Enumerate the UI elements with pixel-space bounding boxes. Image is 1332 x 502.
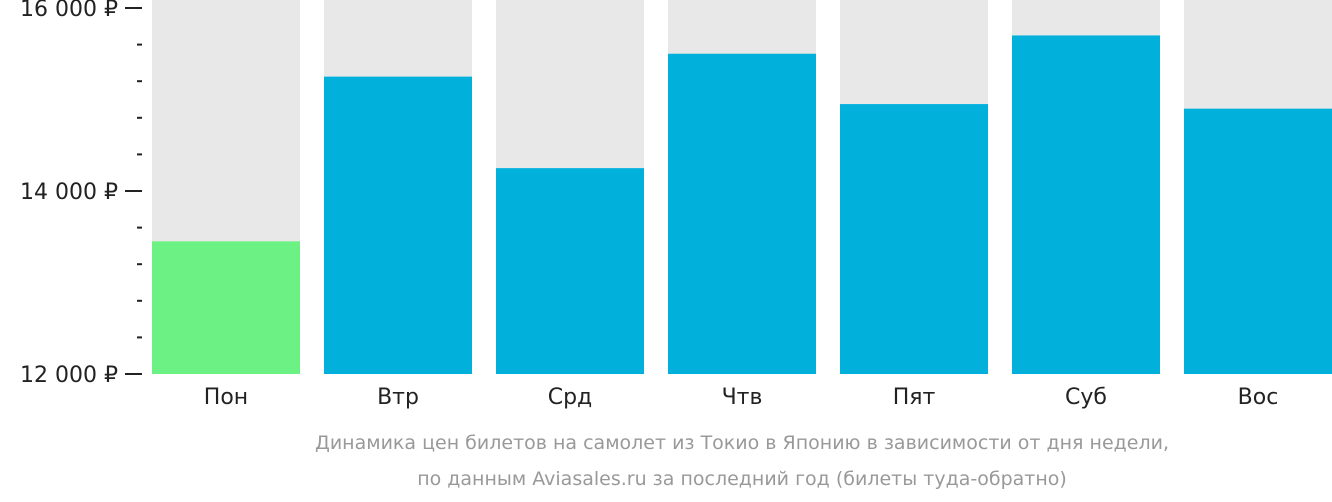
x-tick-label-2: Втр	[377, 385, 419, 410]
bars	[152, 35, 1332, 375]
bar-7[interactable]	[1184, 108, 1332, 375]
bar-3[interactable]	[496, 168, 644, 374]
bar-4[interactable]	[668, 53, 816, 374]
bar-5[interactable]	[840, 104, 988, 374]
x-tick-label-3: Срд	[548, 385, 593, 410]
x-tick-label-7: Вос	[1238, 385, 1279, 410]
bar-6[interactable]	[1012, 35, 1160, 374]
bar-2[interactable]	[324, 76, 472, 374]
x-tick-label-5: Пят	[893, 385, 936, 410]
y-axis: 12 000 ₽ 14 000 ₽ 16 000 ₽	[20, 0, 142, 388]
x-tick-label-6: Суб	[1065, 385, 1107, 410]
x-tick-label-4: Чтв	[722, 385, 763, 410]
chart-caption-line-1: Динамика цен билетов на самолет из Токио…	[314, 432, 1170, 454]
y-tick-label-3: 16 000 ₽	[20, 0, 118, 22]
price-by-weekday-chart: 12 000 ₽ 14 000 ₽ 16 000 ₽ Пон Втр Срд Чтв Пят…	[20, 0, 1332, 410]
y-tick-label-2: 14 000 ₽	[20, 180, 118, 205]
chart-caption-line-2: по данным Aviasales.ru за последний год …	[417, 468, 1067, 490]
y-tick-label-1: 12 000 ₽	[20, 363, 118, 388]
x-axis-labels: Пон Втр Срд Чтв Пят Суб Вос	[204, 385, 1279, 410]
x-tick-label-1: Пон	[204, 385, 248, 410]
bar-1[interactable]	[152, 241, 300, 374]
